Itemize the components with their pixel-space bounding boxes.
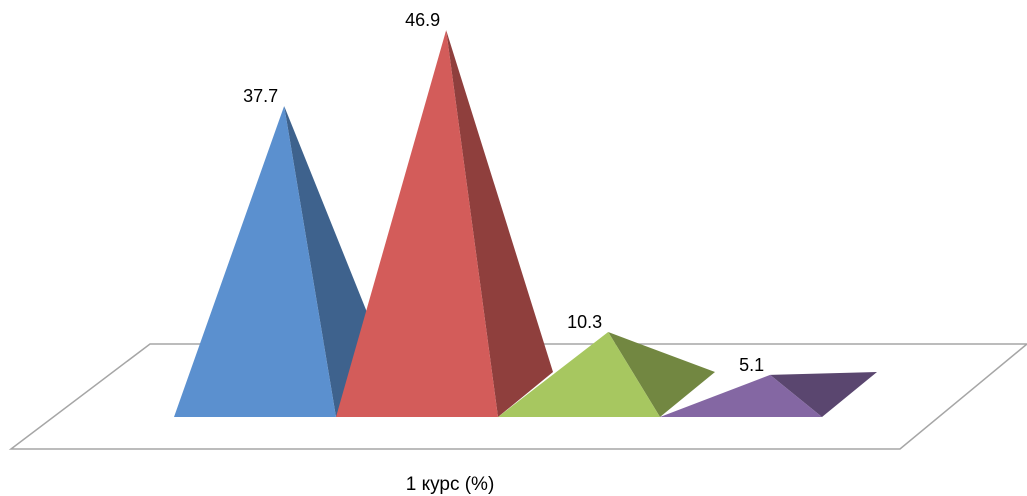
- data-label-2: 46.9: [405, 10, 440, 30]
- data-label-3: 10.3: [567, 312, 602, 332]
- pyramid-front-3: [498, 332, 660, 417]
- data-label-1: 37.7: [243, 86, 278, 106]
- pyramid-side-2: [446, 30, 553, 417]
- x-axis-label: 1 курс (%): [406, 474, 495, 495]
- pyramid-front-4: [660, 374, 822, 417]
- pyramid-series-group: [174, 30, 877, 417]
- pyramid-front-2: [336, 30, 498, 417]
- data-label-group: 37.7 46.9 10.3 5.1: [243, 10, 764, 375]
- pyramid-side-3: [608, 332, 715, 417]
- pyramid-side-4: [770, 372, 877, 417]
- data-label-4: 5.1: [739, 355, 764, 375]
- pyramid-front-1: [174, 105, 336, 417]
